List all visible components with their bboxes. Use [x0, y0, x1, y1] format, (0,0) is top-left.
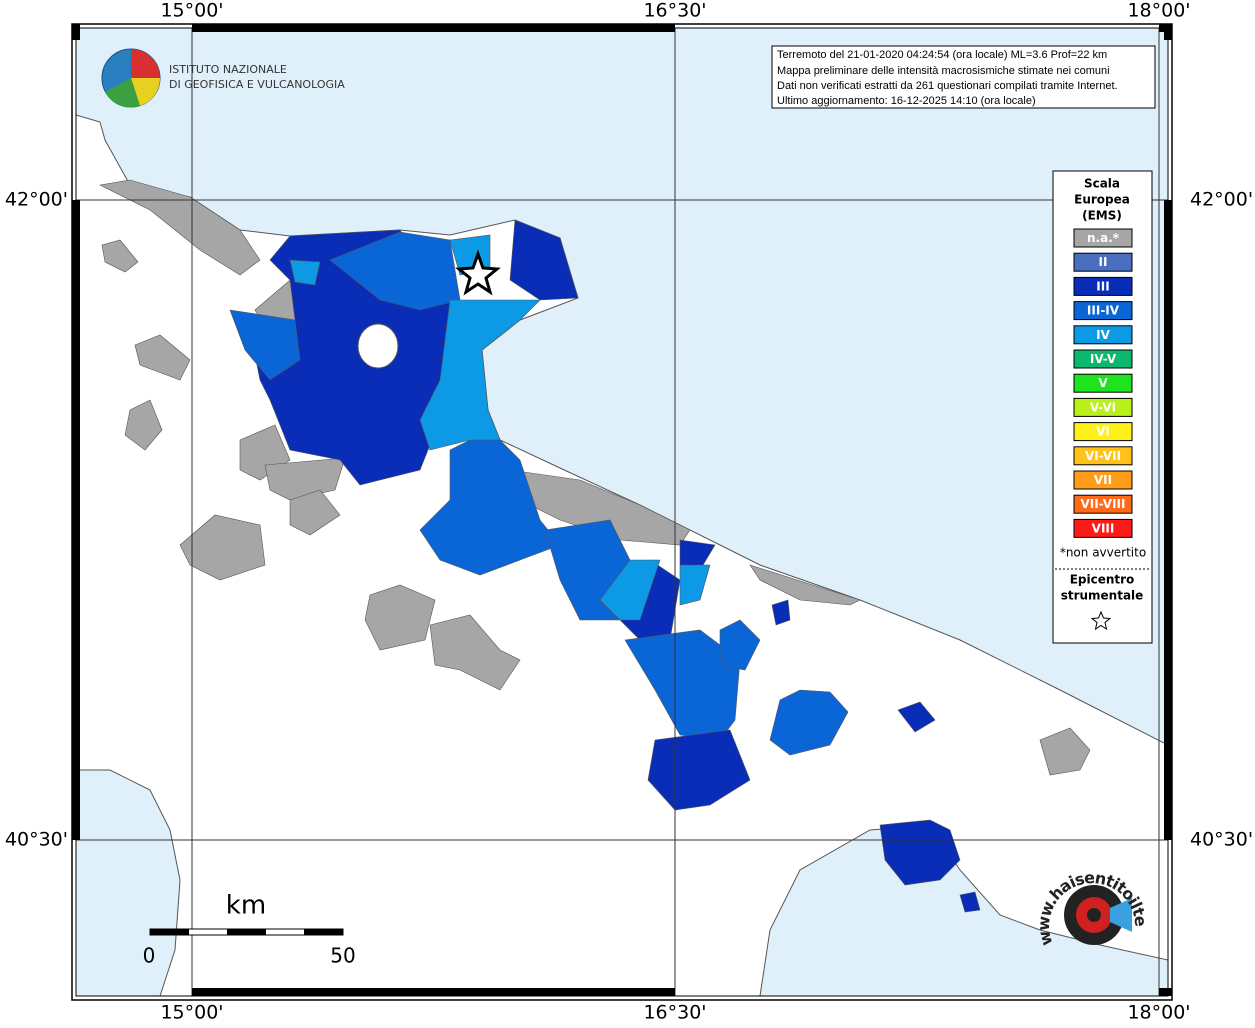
region — [647, 729, 751, 811]
legend-swatch — [1073, 397, 1133, 417]
legend-swatch — [1073, 422, 1133, 442]
region — [419, 299, 541, 451]
legend-label: VI — [1096, 425, 1110, 439]
legend-label: VII — [1094, 473, 1112, 487]
region — [134, 334, 191, 381]
region — [679, 564, 711, 606]
latitude-label: 42°00' — [5, 189, 68, 211]
legend-swatch — [1073, 252, 1133, 272]
info-box-frame — [771, 45, 1156, 109]
legend-swatch — [1073, 470, 1133, 490]
legend-title: (EMS) — [1082, 209, 1122, 223]
info-line: Terremoto del 21-01-2020 04:24:54 (ora l… — [777, 49, 1107, 61]
legend-swatch — [1073, 494, 1133, 514]
region — [599, 559, 661, 621]
longitude-label: 16°30' — [643, 0, 706, 22]
region — [364, 584, 436, 651]
legend-label: IV — [1096, 328, 1110, 342]
region — [289, 259, 321, 286]
region — [229, 309, 301, 381]
legend-swatch — [1073, 518, 1133, 538]
region — [101, 239, 139, 273]
region — [1039, 727, 1091, 776]
latitude-label: 42°00' — [1190, 189, 1253, 211]
region — [429, 614, 521, 691]
legend: Scala Europea (EMS) *non avvertito Epice… — [1052, 170, 1153, 644]
info-line: Ultimo aggiornamento: 16-12-2025 14:10 (… — [777, 95, 1036, 107]
legend-label: n.a.* — [1087, 231, 1120, 245]
legend-label: V-VI — [1090, 400, 1116, 414]
longitude-label: 15°00' — [160, 1002, 223, 1024]
site-logo-ring — [1087, 908, 1101, 922]
scale-unit: km — [226, 891, 266, 921]
logo-text: DI GEOFISICA E VULCANOLOGIA — [169, 78, 345, 91]
legend-swatch — [1073, 301, 1133, 321]
scale-label: 50 — [330, 944, 355, 968]
region — [771, 599, 791, 626]
region — [719, 619, 761, 671]
legend-label: IV-V — [1090, 352, 1117, 366]
logo-segment — [105, 78, 140, 108]
legend-label: III-IV — [1087, 304, 1120, 318]
legend-label: II — [1099, 255, 1108, 269]
graticule — [76, 28, 1168, 996]
legend-note: *non avvertito — [1060, 546, 1146, 560]
legend-swatch — [1073, 228, 1133, 248]
region — [124, 399, 163, 451]
latitude-label: 40°30' — [5, 829, 68, 851]
info-line: Mappa preliminare delle intensità macros… — [777, 65, 1110, 77]
legend-label: III — [1096, 279, 1109, 293]
legend-epicenter-title: Epicentro — [1070, 573, 1135, 587]
legend-label: VII-VIII — [1080, 497, 1125, 511]
legend-label: V — [1098, 376, 1108, 390]
site-logo-speaker — [1110, 898, 1132, 932]
logo-segment — [131, 49, 160, 78]
region — [897, 701, 936, 733]
legend-title: Scala — [1084, 177, 1120, 191]
longitude-label: 18°00' — [1127, 0, 1190, 22]
ingv-logo: ISTITUTO NAZIONALE DI GEOFISICA E VULCAN… — [101, 48, 345, 108]
legend-swatch — [1073, 446, 1133, 466]
region — [624, 629, 741, 741]
legend-title: Europea — [1074, 193, 1130, 207]
lake — [357, 323, 399, 369]
region — [879, 819, 961, 886]
intensity-regions — [99, 179, 1091, 913]
region — [769, 689, 849, 756]
logo-segment — [131, 78, 161, 106]
frame — [71, 23, 1173, 1001]
longitude-label: 18°00' — [1127, 1002, 1190, 1024]
legend-swatch — [1073, 325, 1133, 345]
region — [959, 891, 981, 913]
logo-text: ISTITUTO NAZIONALE — [169, 63, 287, 76]
legend-epicenter-title: strumentale — [1061, 589, 1144, 603]
legend-epicenter-star — [1090, 610, 1112, 631]
info-line: Dati non verificati estratti da 261 ques… — [777, 80, 1118, 92]
scale-bar: km 0 50 — [143, 891, 356, 968]
legend-swatch — [1073, 276, 1133, 296]
latitude-label: 40°30' — [1190, 829, 1253, 851]
info-box: Terremoto del 21-01-2020 04:24:54 (ora l… — [771, 45, 1156, 109]
region — [289, 489, 341, 536]
region — [99, 179, 261, 276]
legend-swatch — [1073, 349, 1133, 369]
region — [179, 514, 266, 581]
legend-swatch — [1073, 373, 1133, 393]
longitude-label: 16°30' — [643, 1002, 706, 1024]
epicenter-star — [455, 249, 501, 296]
legend-label: VI-VII — [1085, 449, 1121, 463]
scale-label: 0 — [143, 944, 156, 968]
longitude-label: 15°00' — [160, 0, 223, 22]
legend-label: VIII — [1092, 521, 1115, 535]
region — [749, 564, 861, 606]
region — [419, 429, 561, 576]
region — [509, 219, 579, 301]
